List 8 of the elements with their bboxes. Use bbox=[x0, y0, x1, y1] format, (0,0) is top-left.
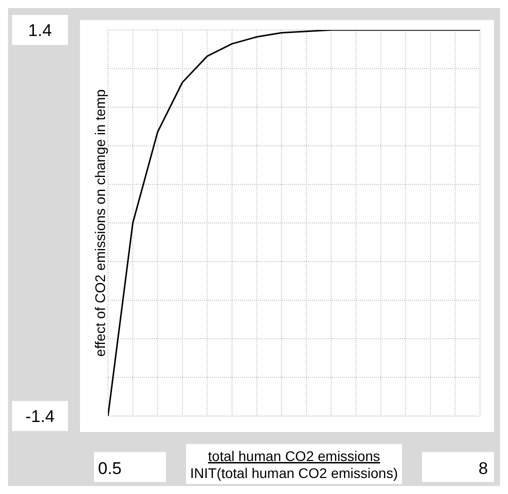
text: INIT(total human CO2 emissions) bbox=[190, 465, 398, 481]
x-tick-label: 8 bbox=[478, 459, 488, 478]
x-axis-title: total human CO2 emissions bbox=[208, 448, 380, 464]
y-tick-label: 1.4 bbox=[28, 21, 52, 40]
y-tick-label: -1.4 bbox=[25, 407, 55, 426]
x-tick-label: 0.5 bbox=[98, 459, 122, 478]
y-axis-title: effect of CO2 emissions on change in temp bbox=[92, 89, 108, 357]
line-series bbox=[108, 30, 480, 416]
